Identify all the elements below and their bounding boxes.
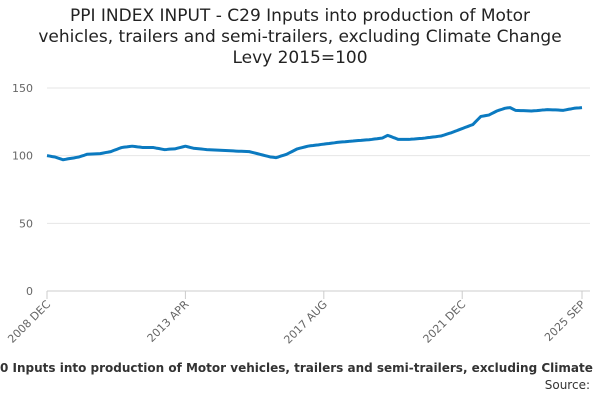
x-tick-label: 2025 SEP (542, 298, 588, 344)
caption: 0 Inputs into production of Motor vehicl… (0, 361, 593, 375)
y-tick-label: 100 (12, 150, 33, 163)
line-series (46, 106, 583, 162)
y-tick-label: 50 (19, 217, 33, 230)
source: Source: (545, 378, 590, 392)
chart-title: PPI INDEX INPUT - C29 Inputs into produc… (38, 6, 562, 68)
x-tick-label: 2013 APR (145, 298, 192, 345)
x-tick-label: 2017 AUG (281, 298, 330, 347)
x-tick-label: 2008 DEC (5, 298, 53, 346)
y-tick-label: 0 (26, 285, 33, 298)
y-tick-label: 150 (12, 82, 33, 95)
x-tick-label: 2021 DEC (421, 298, 469, 346)
